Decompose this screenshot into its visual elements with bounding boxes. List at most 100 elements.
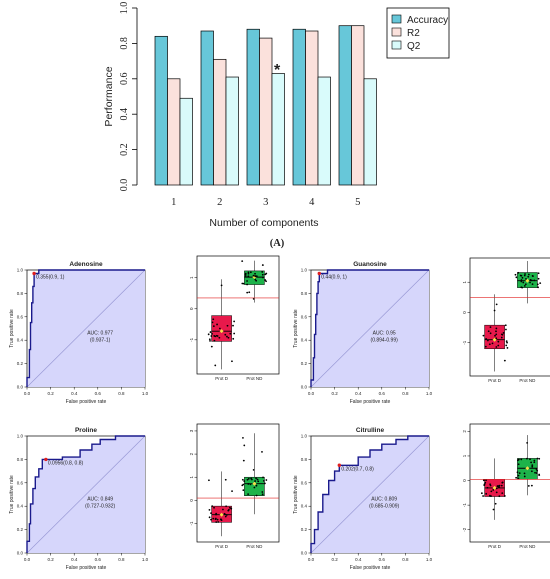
y-tick-label: 2 [462, 430, 467, 433]
x-tick-label: 0.0 [24, 391, 31, 396]
data-point [520, 458, 523, 461]
data-point [244, 273, 247, 276]
x-axis-label: False positive rate [66, 399, 107, 405]
data-point [213, 506, 215, 509]
data-point [497, 344, 500, 347]
x-tick-label: 0.8 [118, 391, 125, 396]
data-point [232, 324, 234, 327]
bar-accuracy-3 [246, 28, 260, 186]
boxplot-frame [196, 423, 280, 543]
data-point [241, 478, 244, 481]
legend-swatch-q2 [391, 40, 402, 50]
data-point [252, 468, 255, 471]
data-point [521, 276, 524, 279]
data-point [253, 486, 256, 489]
data-point [537, 277, 540, 280]
data-point [517, 463, 520, 466]
y-tick-label: 2 [189, 452, 194, 455]
data-point [501, 333, 504, 336]
data-point [495, 337, 498, 340]
roc-curve [310, 435, 429, 553]
data-point [215, 334, 218, 337]
data-point [230, 507, 233, 510]
data-point [246, 291, 249, 294]
y-tick-label: 0.4 [301, 338, 308, 343]
data-point [224, 333, 227, 336]
box-mean-marker [492, 485, 497, 490]
x-tick-label: 0.8 [402, 557, 409, 562]
roc-diagonal [26, 269, 146, 388]
data-point [244, 275, 247, 277]
data-point [504, 324, 507, 327]
data-point [486, 339, 489, 342]
x-tick-label: 0.0 [308, 557, 315, 562]
x-tick-label: 0.4 [71, 557, 78, 562]
boxplot-frame [469, 257, 550, 377]
data-point [531, 283, 534, 286]
y-tick-label: 1 [189, 475, 194, 478]
data-point [217, 521, 220, 523]
group-label: Prot ND [246, 544, 263, 549]
legend-swatch-r2 [391, 27, 402, 37]
data-point [482, 334, 485, 337]
data-point [495, 491, 498, 494]
data-point [214, 335, 217, 338]
data-point [216, 518, 219, 521]
panel-label: (A) [270, 238, 285, 249]
box-prot-d [484, 324, 505, 350]
data-point [484, 481, 487, 484]
legend-swatch-accuracy [391, 14, 402, 24]
data-point [535, 468, 538, 471]
roc-diagonal [310, 435, 430, 554]
data-point [262, 476, 264, 479]
data-point [501, 492, 504, 495]
data-point [249, 271, 252, 274]
data-point [264, 279, 267, 281]
x-tick-label: 2 [217, 197, 222, 208]
roc-diagonal [26, 435, 146, 554]
bar-accuracy-4 [292, 28, 306, 186]
y-tick-label: 0.8 [119, 37, 130, 50]
y-tick-label: 0 [189, 307, 194, 310]
data-point [227, 336, 230, 339]
y-tick-label: 1 [189, 276, 194, 279]
data-point [527, 275, 530, 278]
data-point [261, 493, 264, 496]
data-point [215, 521, 218, 524]
legend-label-q2: Q2 [407, 41, 421, 52]
data-point [211, 332, 213, 335]
box-mean-marker [252, 481, 257, 486]
data-point [527, 485, 530, 487]
data-point [226, 324, 229, 327]
data-point [524, 273, 526, 275]
data-point [255, 484, 258, 487]
bar-q2-3 [271, 73, 285, 186]
y-tick-label: 0.4 [119, 108, 130, 121]
auc-ci-label: (0.894-0.99) [371, 337, 399, 343]
data-point [210, 345, 213, 348]
group-label: Prot D [488, 378, 502, 383]
data-point [262, 479, 265, 482]
data-point [495, 333, 498, 336]
data-point [501, 481, 504, 484]
data-point [264, 273, 267, 276]
data-point [489, 495, 491, 497]
roc-diagonal [310, 269, 430, 388]
x-tick-label: 0.2 [47, 557, 54, 562]
data-point [210, 335, 213, 337]
y-tick-label: -2 [462, 527, 467, 531]
auc-label: AUC: 0.95 [373, 330, 396, 336]
data-point [497, 485, 499, 487]
threshold-label: 0.202(0.7, 0.8) [341, 466, 374, 472]
x-tick-label: 0.0 [308, 391, 315, 396]
bar-r2-4 [305, 30, 319, 186]
y-tick-label: 0.6 [17, 314, 24, 319]
data-point [485, 479, 487, 482]
data-point [212, 517, 215, 520]
legend-label-accuracy: Accuracy [407, 15, 448, 26]
y-tick-label: 1 [462, 454, 467, 457]
data-point [265, 479, 268, 481]
data-point [498, 495, 501, 498]
data-point [530, 484, 533, 487]
